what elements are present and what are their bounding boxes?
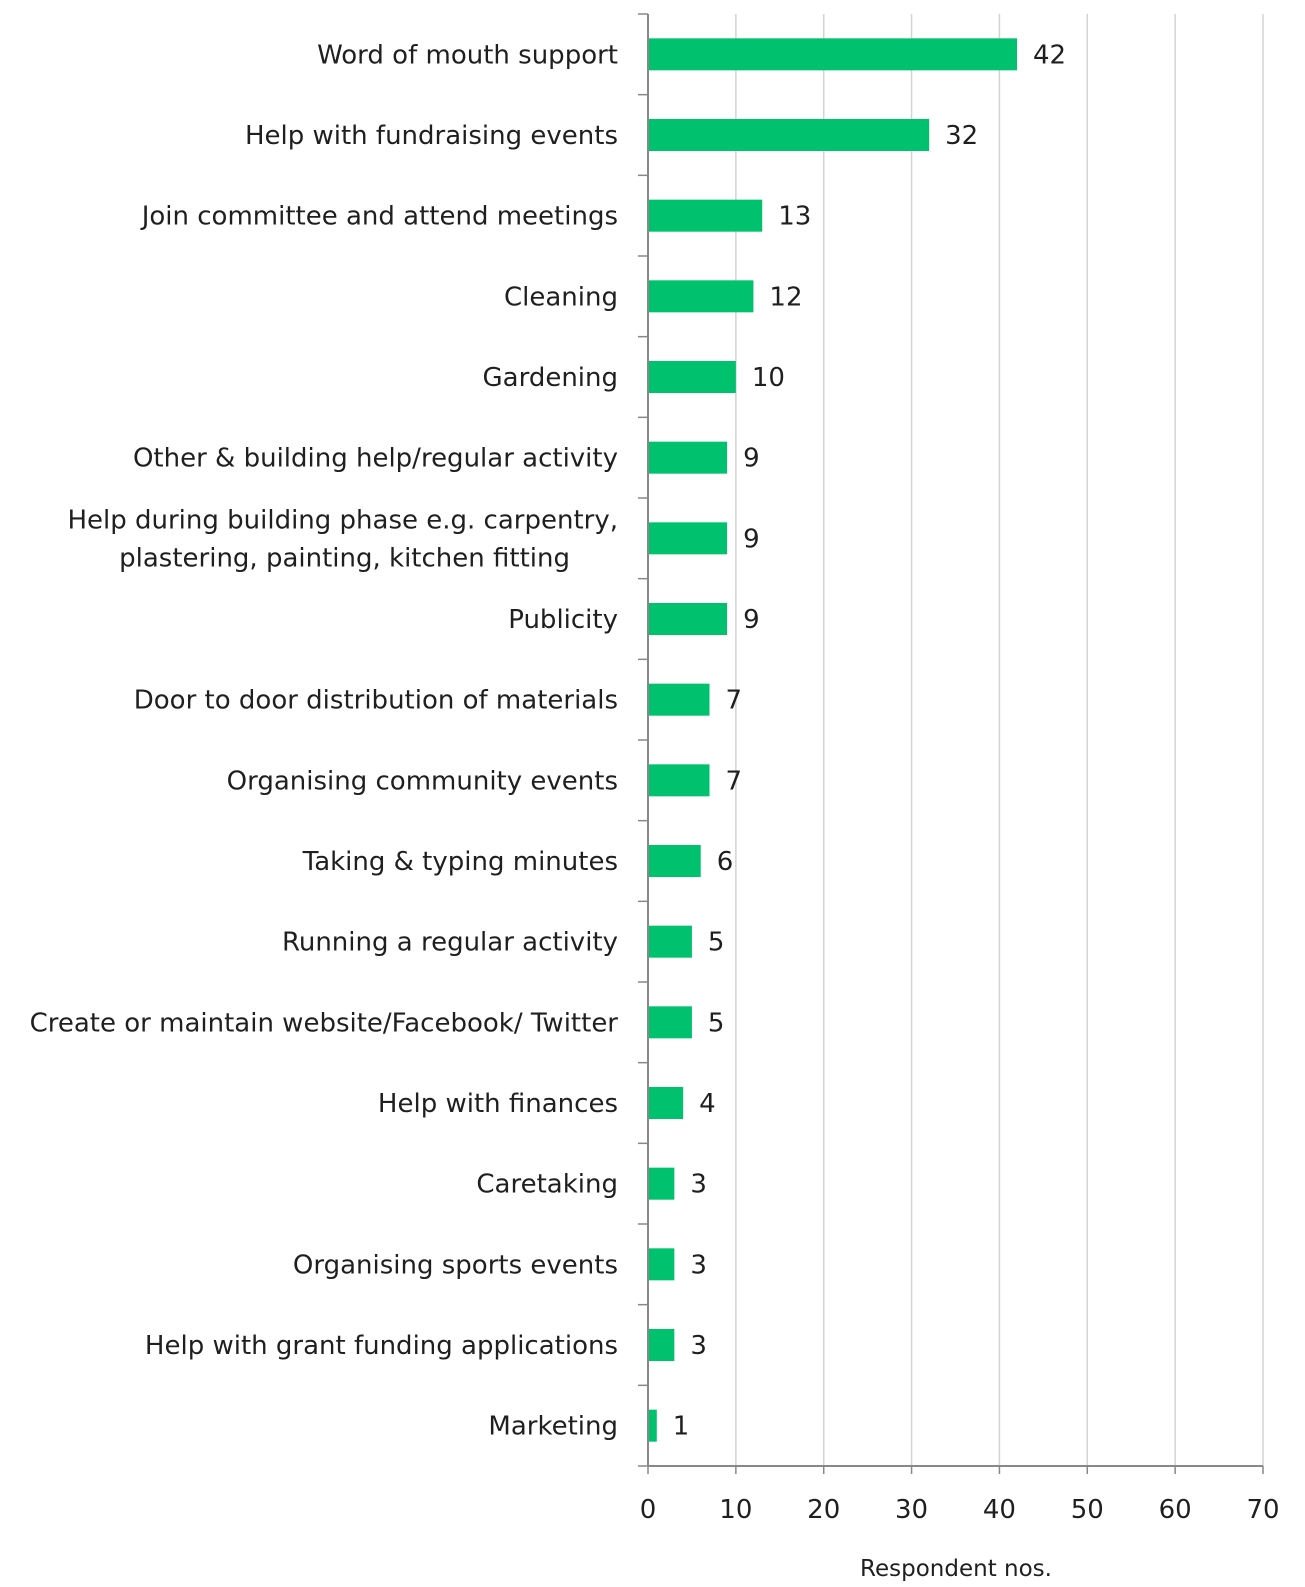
bar [648,280,754,313]
value-label: 13 [778,202,811,232]
x-tick-label: 10 [719,1495,752,1525]
bar [648,1248,675,1281]
bar [648,38,1017,71]
category-label: Gardening [483,363,619,393]
value-label: 9 [743,605,760,635]
category-label: Cleaning [504,282,618,312]
category-label: Other & building help/regular activity [133,444,618,474]
category-label: Help with finances [378,1089,618,1119]
category-label: Create or maintain website/Facebook/ Twi… [30,1008,619,1038]
x-tick-label: 50 [1071,1495,1104,1525]
value-label: 12 [769,282,802,312]
category-label: Taking & typing minutes [302,847,618,877]
x-tick-label: 30 [895,1495,928,1525]
value-label: 3 [690,1250,707,1280]
category-label: Word of mouth support [317,40,618,70]
bar [648,199,763,232]
category-label: Help during building phase e.g. carpentr… [67,505,618,573]
bar [648,925,692,958]
bar [648,441,728,474]
category-label: Help with fundraising events [245,121,618,151]
bars [648,38,1017,1442]
labels: Word of mouth support 42 Help with fundrai… [30,40,1280,1525]
x-tick-label: 70 [1246,1495,1279,1525]
value-label: 6 [717,847,734,877]
x-tick-label: 60 [1159,1495,1192,1525]
value-label: 32 [945,121,978,151]
value-label: 7 [726,686,743,716]
category-label: Publicity [508,605,618,635]
value-label: 1 [673,1412,690,1442]
bar [648,522,728,555]
bar [648,1167,675,1200]
bar [648,683,710,716]
value-label: 7 [726,766,743,796]
category-label: Marketing [488,1412,618,1442]
category-label: Door to door distribution of materials [134,686,618,716]
value-label: 9 [743,444,760,474]
value-label: 5 [708,1008,725,1038]
category-label: Caretaking [476,1170,618,1200]
x-axis-title: Respondent nos. [860,1556,1052,1582]
x-tick-label: 40 [983,1495,1016,1525]
bar [648,361,736,393]
bar [648,845,701,877]
bar [648,1087,684,1119]
bar [648,603,728,635]
value-label: 3 [690,1170,707,1200]
value-label: 9 [743,524,760,554]
x-tick-label: 0 [640,1495,657,1525]
value-label: 42 [1033,40,1066,70]
x-tick-label: 20 [807,1495,840,1525]
bar [648,119,930,151]
bar [648,1329,675,1361]
category-label: Organising sports events [293,1250,618,1280]
category-label: Help with grant funding applications [145,1331,618,1361]
value-label: 10 [752,363,785,393]
bar [648,1409,657,1442]
bar [648,1006,692,1039]
bar [648,764,710,797]
grid-lines [735,14,1264,1466]
category-label: Organising community events [227,766,618,796]
category-label: Running a regular activity [282,928,618,958]
value-label: 3 [690,1331,707,1361]
category-label: Join committee and attend meetings [140,202,618,232]
value-label: 5 [708,928,725,958]
axes [638,13,1264,1474]
value-label: 4 [699,1089,716,1119]
